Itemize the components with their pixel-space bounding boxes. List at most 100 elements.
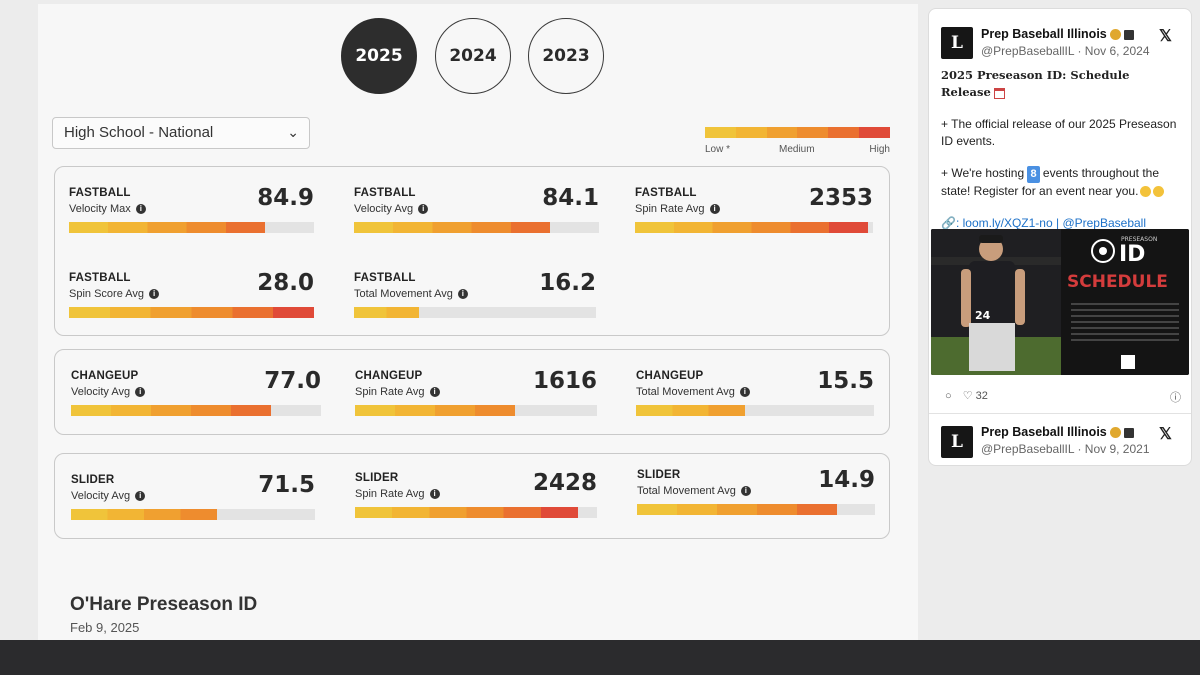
year-button-2023[interactable]: 2023	[528, 18, 604, 94]
sunglasses-emoji-icon	[1153, 186, 1165, 198]
graphic-id-text: ID	[1119, 242, 1145, 267]
tweet-author-name[interactable]: Prep Baseball Illinois	[981, 27, 1134, 41]
metric-value: 2353	[808, 185, 873, 211]
legend-medium-label: Medium	[779, 144, 815, 155]
reply-icon[interactable]: ○	[945, 390, 952, 402]
pitch-label: SLIDER	[637, 469, 681, 481]
like-icon[interactable]: ♡	[962, 390, 973, 402]
metric-value: 1616	[532, 368, 597, 394]
link-icon: 🔗	[941, 216, 956, 230]
metric-fastball-velocity-avg: FASTBALL Velocity Avg i 84.1	[354, 185, 599, 233]
info-icon[interactable]: i	[429, 489, 440, 500]
metric-name: Total Movement Avg i	[636, 386, 874, 398]
metric-bar	[71, 405, 321, 416]
metric-bar	[635, 222, 873, 233]
metric-changeup-total-movement-avg: CHANGEUP Total Movement Avg i 15.5	[636, 368, 874, 416]
metric-name: Spin Score Avg i	[69, 288, 314, 300]
info-circle-icon[interactable]: ⓘ	[1170, 392, 1181, 404]
metric-name: Velocity Max i	[69, 203, 314, 215]
metric-bar-fill	[355, 405, 515, 416]
metric-bar-fill	[71, 405, 271, 416]
pitch-label: FASTBALL	[354, 187, 416, 199]
legend-segment	[797, 127, 829, 138]
metric-name: Total Movement Avg i	[637, 485, 875, 497]
affiliate-badge-icon	[1123, 427, 1134, 438]
verified-badge-icon	[1109, 29, 1121, 41]
legend-segment	[859, 127, 890, 138]
info-icon[interactable]: i	[135, 491, 146, 502]
loom-link[interactable]: : loom.ly/XQZ1-no	[955, 216, 1053, 230]
info-icon[interactable]: i	[418, 204, 429, 215]
tweet-author-handle[interactable]: @PrepBaseballIL · Nov 9, 2021	[981, 442, 1150, 456]
schedule-graphic: 24 PRESEASON ID SCHEDULE	[931, 229, 1189, 375]
stats-page: 2025 2024 2023 High School - National ⌄ …	[38, 4, 918, 640]
metric-value: 2428	[532, 470, 597, 496]
metric-value: 71.5	[258, 472, 315, 498]
slider-card: SLIDER Velocity Avg i 71.5 SLIDER Spin R…	[54, 453, 890, 539]
info-icon[interactable]: i	[429, 387, 440, 398]
year-button-2025[interactable]: 2025	[341, 18, 417, 94]
metric-bar-fill	[637, 504, 837, 515]
year-button-2024[interactable]: 2024	[435, 18, 511, 94]
tweet-author-handle[interactable]: @PrepBaseballIL · Nov 6, 2024	[981, 44, 1150, 58]
avatar[interactable]: L	[941, 426, 973, 458]
graphic-schedule-text: SCHEDULE	[1067, 272, 1168, 292]
metric-changeup-velocity-avg: CHANGEUP Velocity Avg i 77.0	[71, 368, 321, 416]
number-badge: 8	[1027, 166, 1040, 183]
jersey-number: 24	[975, 309, 991, 322]
legend-high-label: High	[869, 144, 890, 155]
avatar[interactable]: L	[941, 27, 973, 59]
comparison-dropdown[interactable]: High School - National ⌄	[52, 117, 310, 149]
pitch-label: SLIDER	[355, 472, 399, 484]
affiliate-badge-icon	[1123, 29, 1134, 40]
x-logo-icon[interactable]: 𝕏	[1159, 28, 1172, 45]
metric-slider-velocity-avg: SLIDER Velocity Avg i 71.5	[71, 472, 315, 520]
metric-bar	[355, 507, 597, 518]
pitch-label: CHANGEUP	[636, 370, 704, 382]
pitch-label: FASTBALL	[354, 272, 416, 284]
metric-bar	[636, 405, 874, 416]
metric-fastball-spin-score-avg: FASTBALL Spin Score Avg i 28.0	[69, 270, 314, 318]
metric-bar-fill	[635, 222, 869, 233]
metric-bar-fill	[71, 509, 218, 520]
tweet-image[interactable]: 24 PRESEASON ID SCHEDULE	[931, 229, 1189, 375]
graphic-preseason-text: PRESEASON	[1121, 236, 1157, 243]
info-icon[interactable]: i	[149, 289, 160, 300]
info-icon[interactable]: i	[135, 204, 146, 215]
metric-bar-fill	[354, 307, 420, 318]
metric-name: Spin Rate Avg i	[355, 386, 597, 398]
metric-bar-fill	[636, 405, 746, 416]
metric-name: Velocity Avg i	[71, 490, 315, 502]
metric-value: 14.9	[818, 467, 875, 493]
x-logo-icon[interactable]: 𝕏	[1159, 426, 1172, 443]
metric-fastball-total-movement-avg: FASTBALL Total Movement Avg i 16.2	[354, 270, 596, 318]
pointing-down-emoji-icon	[1140, 186, 1152, 198]
metric-name: Total Movement Avg i	[354, 288, 596, 300]
changeup-card: CHANGEUP Velocity Avg i 77.0 CHANGEUP Sp…	[54, 349, 890, 435]
metric-bar	[354, 222, 599, 233]
tweet-line-1: + The official release of our 2025 Prese…	[941, 117, 1177, 148]
info-icon[interactable]: i	[739, 387, 750, 398]
tweet-author-name[interactable]: Prep Baseball Illinois	[981, 425, 1134, 439]
metric-value: 15.5	[817, 368, 874, 394]
fastball-card: FASTBALL Velocity Max i 84.9 FASTBALL Ve…	[54, 166, 890, 336]
tweet-body: 2025 Preseason ID: Schedule Release + Th…	[941, 67, 1181, 232]
pitch-label: SLIDER	[71, 474, 115, 486]
pitch-label: FASTBALL	[69, 187, 131, 199]
metric-name: Spin Rate Avg i	[355, 488, 597, 500]
info-icon[interactable]: i	[135, 387, 146, 398]
calendar-icon	[993, 87, 1005, 99]
tweet-links: 🔗: loom.ly/XQZ1-no | @PrepBaseball	[941, 216, 1147, 230]
mention-link[interactable]: @PrepBaseball	[1062, 216, 1147, 230]
dropdown-selected-value: High School - National	[64, 124, 214, 141]
info-icon[interactable]: i	[457, 289, 468, 300]
screen: 2025 2024 2023 High School - National ⌄ …	[0, 0, 1200, 640]
tweet-line-2: + We're hosting 8 events throughout the …	[941, 165, 1181, 200]
metric-bar-fill	[69, 307, 314, 318]
metric-bar-fill	[69, 222, 265, 233]
tweet-heading: 2025 Preseason ID: Schedule Release	[941, 68, 1130, 99]
legend-segment	[735, 127, 767, 138]
info-icon[interactable]: i	[740, 486, 751, 497]
metric-bar-fill	[355, 507, 578, 518]
info-icon[interactable]: i	[709, 204, 720, 215]
